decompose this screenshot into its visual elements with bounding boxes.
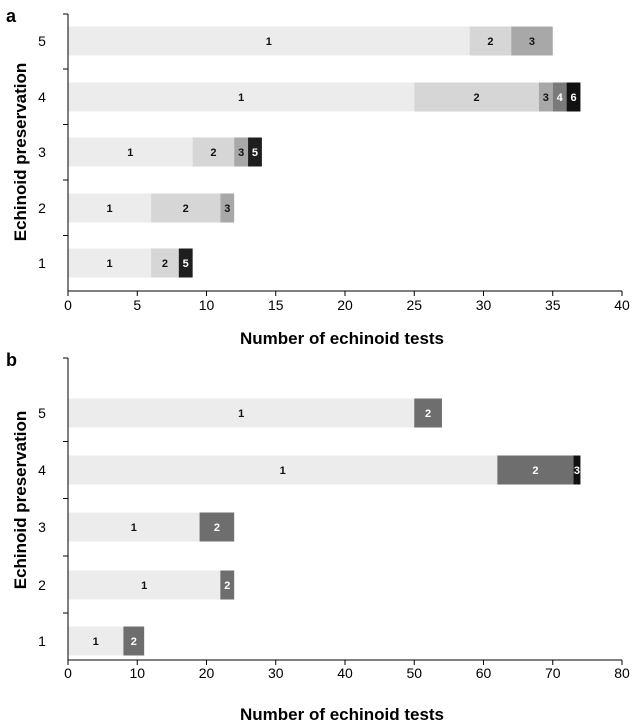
x-tick-label-b-30: 30: [268, 665, 284, 681]
bar-a-1-segment-5: [178, 248, 193, 278]
bar-a-4-segment-2: [414, 82, 539, 112]
bar-b-1-segment-1: [68, 626, 124, 656]
panel-b-y-axis-label: Echinoid preservation: [11, 411, 30, 590]
y-tick-label-a-5: 5: [38, 33, 46, 49]
bar-b-5-segment-2: [414, 398, 442, 428]
bar-a-4-segment-1: [68, 82, 415, 112]
bar-a-5-segment-3-label: 3: [529, 36, 535, 48]
bar-b-1-segment-2-label: 2: [131, 636, 137, 648]
bar-a-3-segment-2: [192, 137, 235, 167]
panel-a-bars: 1 2 51 2 31 2 3 51 2 3 4 61 2 3: [68, 26, 581, 278]
y-tick-label-b-2: 2: [38, 577, 46, 593]
panel-a-letter: a: [6, 6, 17, 26]
bar-a-1-segment-1: [68, 248, 152, 278]
bar-b-3-segment-1: [68, 512, 200, 542]
bar-b-4-segment-1-label: 1: [280, 465, 286, 477]
panel-b-bars: 1 2 1 2 1 2 1 2 3 1 2: [68, 398, 581, 656]
x-tick-label-b-20: 20: [199, 665, 215, 681]
bar-a-3-segment-3: [234, 137, 249, 167]
bar-b-3-segment-2: [199, 512, 235, 542]
bar-a-4-segment-3-label: 3: [543, 92, 549, 104]
bar-a-5-segment-2: [469, 26, 512, 56]
bar-b-4-segment-3-label: 3: [574, 465, 580, 477]
bar-a-3-segment-5: [248, 137, 262, 167]
panel-b-x-axis-label: Number of echinoid tests: [240, 705, 444, 724]
panel-b: b Echinoid preservation Number of echino…: [6, 350, 630, 724]
bar-b-3-segment-2-label: 2: [214, 522, 220, 534]
x-tick-label-a-15: 15: [268, 297, 284, 313]
bar-a-4-segment-4: [552, 82, 567, 112]
bar-a-2-segment-3-label: 3: [224, 203, 230, 215]
bar-a-5-segment-1-label: 1: [266, 36, 272, 48]
bar-b-2-segment-2-label: 2: [224, 580, 230, 592]
bar-b-5-segment-1-label: 1: [238, 408, 244, 420]
bar-a-2-segment-1-label: 1: [106, 203, 112, 215]
bar-b-4-segment-1: [68, 455, 498, 485]
bar-b-4-segment-3: [573, 455, 581, 485]
bar-a-1-segment-1-label: 1: [106, 258, 112, 270]
bar-b-2-segment-1: [68, 570, 221, 600]
x-tick-label-b-50: 50: [406, 665, 422, 681]
y-tick-label-b-3: 3: [38, 519, 46, 535]
y-tick-label-b-1: 1: [38, 633, 46, 649]
x-tick-label-a-10: 10: [199, 297, 215, 313]
bar-a-4-segment-2-label: 2: [474, 92, 480, 104]
x-tick-label-b-80: 80: [614, 665, 630, 681]
y-tick-label-b-4: 4: [38, 462, 46, 478]
x-tick-label-a-40: 40: [614, 297, 630, 313]
panel-b-letter: b: [6, 350, 17, 370]
bar-a-1-segment-2: [151, 248, 179, 278]
bar-b-5-segment-1: [68, 398, 415, 428]
panel-a-y-axis-label: Echinoid preservation: [11, 63, 30, 242]
bar-b-1-segment-2: [123, 626, 145, 656]
bar-a-2-segment-2-label: 2: [183, 203, 189, 215]
y-tick-label-a-1: 1: [38, 255, 46, 271]
bar-a-1-segment-5-label: 5: [183, 258, 189, 270]
panel-a: a Echinoid preservation Number of echino…: [6, 6, 630, 348]
x-tick-label-a-20: 20: [337, 297, 353, 313]
bar-a-4-segment-3: [538, 82, 553, 112]
bar-b-1-segment-1-label: 1: [93, 636, 99, 648]
bar-a-3-segment-1-label: 1: [127, 147, 133, 159]
panel-a-x-axis-label: Number of echinoid tests: [240, 329, 444, 348]
x-tick-label-b-10: 10: [129, 665, 145, 681]
bar-a-4-segment-4-label: 4: [557, 92, 564, 104]
panel-b-axes: 0 10 20 30 40 50 60 70 80 1 2 3 4 5: [38, 357, 630, 681]
bar-a-2-segment-3: [220, 193, 235, 223]
x-tick-label-a-25: 25: [406, 297, 422, 313]
bar-a-2-segment-1: [68, 193, 152, 223]
x-tick-label-a-5: 5: [133, 297, 141, 313]
x-tick-label-b-40: 40: [337, 665, 353, 681]
x-tick-label-b-70: 70: [545, 665, 561, 681]
y-tick-label-b-5: 5: [38, 405, 46, 421]
x-tick-label-a-35: 35: [545, 297, 561, 313]
y-tick-label-a-2: 2: [38, 200, 46, 216]
x-tick-label-b-0: 0: [64, 665, 72, 681]
bar-a-4-segment-1-label: 1: [238, 92, 244, 104]
bar-a-1-segment-2-label: 2: [162, 258, 168, 270]
bar-a-2-segment-2: [151, 193, 221, 223]
bar-b-4-segment-2-label: 2: [532, 465, 538, 477]
y-tick-label-a-4: 4: [38, 89, 46, 105]
bar-a-3-segment-1: [68, 137, 193, 167]
bar-a-5-segment-1: [68, 26, 470, 56]
x-tick-label-b-60: 60: [476, 665, 492, 681]
bar-a-4-segment-6: [566, 82, 581, 112]
bar-a-3-segment-3-label: 3: [238, 147, 244, 159]
bar-b-5-segment-2-label: 2: [425, 408, 431, 420]
bar-b-3-segment-1-label: 1: [131, 522, 137, 534]
bar-a-3-segment-2-label: 2: [210, 147, 216, 159]
bar-a-5-segment-3: [511, 26, 553, 56]
y-tick-label-a-3: 3: [38, 144, 46, 160]
bar-b-2-segment-1-label: 1: [141, 580, 147, 592]
bar-b-2-segment-2: [220, 570, 235, 600]
bar-a-4-segment-6-label: 6: [570, 92, 576, 104]
x-tick-label-a-0: 0: [64, 297, 72, 313]
bar-b-4-segment-2: [497, 455, 574, 485]
bar-a-5-segment-2-label: 2: [487, 36, 493, 48]
bar-a-3-segment-5-label: 5: [252, 147, 258, 159]
x-tick-label-a-30: 30: [476, 297, 492, 313]
